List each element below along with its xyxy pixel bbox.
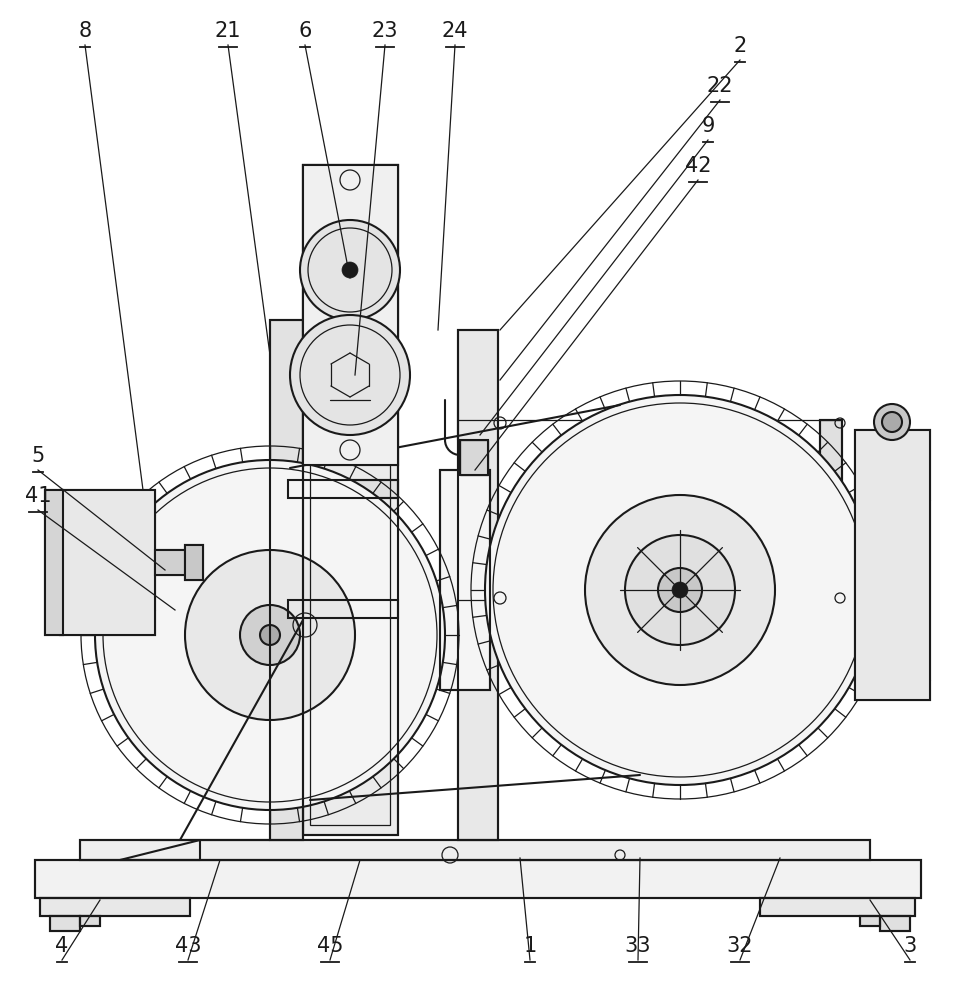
Bar	[155, 550, 185, 575]
Text: 3: 3	[903, 936, 917, 956]
Bar	[80, 916, 100, 926]
Bar	[860, 916, 880, 926]
Bar	[288, 600, 398, 618]
Bar	[80, 840, 870, 860]
Text: 6: 6	[298, 21, 312, 41]
Text: 2: 2	[733, 36, 747, 56]
Circle shape	[882, 412, 902, 432]
Bar	[40, 898, 190, 916]
Text: 5: 5	[32, 446, 45, 466]
Bar	[760, 898, 915, 916]
Bar	[45, 490, 63, 635]
Bar	[35, 860, 921, 898]
Bar	[880, 916, 910, 931]
Text: 9: 9	[702, 116, 715, 136]
Circle shape	[874, 404, 910, 440]
Text: 21: 21	[215, 21, 241, 41]
Circle shape	[300, 220, 400, 320]
Text: 1: 1	[523, 936, 536, 956]
Bar	[303, 165, 398, 465]
Circle shape	[290, 315, 410, 435]
Bar	[288, 480, 398, 498]
Bar	[80, 916, 100, 926]
Bar	[303, 165, 398, 835]
Text: 45: 45	[316, 936, 343, 956]
Text: 33: 33	[625, 936, 651, 956]
Bar	[270, 320, 303, 840]
Bar	[80, 840, 870, 860]
Bar	[820, 420, 842, 605]
Circle shape	[485, 395, 875, 785]
Text: 4: 4	[55, 936, 69, 956]
Circle shape	[672, 582, 688, 598]
Text: 23: 23	[372, 21, 399, 41]
Bar	[288, 480, 398, 498]
Circle shape	[240, 605, 300, 665]
Bar	[860, 916, 880, 926]
Bar	[185, 545, 203, 580]
Bar	[40, 898, 190, 916]
Bar	[460, 440, 488, 475]
Bar	[288, 600, 398, 618]
Text: 42: 42	[684, 156, 711, 176]
Text: 24: 24	[442, 21, 468, 41]
Bar	[855, 430, 930, 700]
Bar	[185, 545, 203, 580]
Text: 8: 8	[78, 21, 92, 41]
Bar	[460, 440, 488, 475]
Bar	[60, 490, 155, 635]
Circle shape	[95, 460, 445, 810]
Bar	[35, 860, 921, 898]
Bar	[820, 420, 842, 605]
Bar	[155, 550, 185, 575]
Bar	[303, 165, 398, 835]
Text: 43: 43	[175, 936, 202, 956]
Bar	[50, 916, 80, 931]
Text: 22: 22	[706, 76, 733, 96]
Circle shape	[625, 535, 735, 645]
Circle shape	[658, 568, 702, 612]
Circle shape	[260, 625, 280, 645]
Bar	[440, 470, 490, 690]
Bar	[760, 898, 915, 916]
Bar	[440, 470, 490, 690]
Bar	[45, 490, 63, 635]
Circle shape	[585, 495, 775, 685]
Circle shape	[185, 550, 355, 720]
Text: 32: 32	[727, 936, 753, 956]
Bar	[310, 175, 390, 825]
Bar	[303, 165, 398, 465]
Bar	[458, 330, 498, 840]
Bar	[855, 430, 930, 700]
Text: 41: 41	[25, 486, 52, 506]
Bar	[880, 916, 910, 931]
Bar	[458, 330, 498, 840]
Circle shape	[342, 262, 358, 278]
Bar	[60, 490, 155, 635]
Bar	[50, 916, 80, 931]
Bar	[270, 320, 303, 840]
